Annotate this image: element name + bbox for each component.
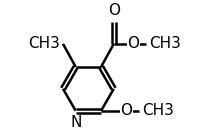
Text: CH3: CH3 — [28, 36, 60, 51]
Text: N: N — [70, 115, 81, 130]
Text: O: O — [127, 36, 139, 51]
Text: CH3: CH3 — [143, 103, 175, 118]
Text: CH3: CH3 — [149, 36, 181, 51]
Text: O: O — [121, 103, 132, 118]
Text: O: O — [108, 3, 120, 18]
